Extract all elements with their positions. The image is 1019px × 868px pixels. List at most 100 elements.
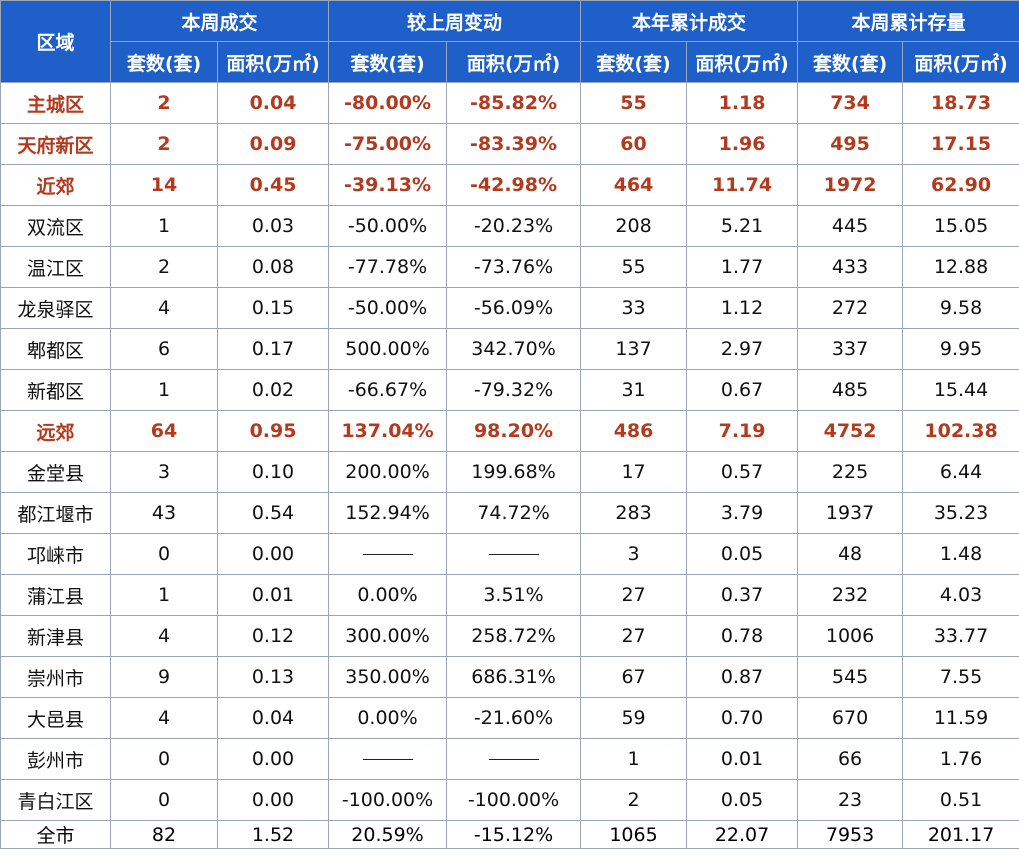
region-cell: 青白江区: [0, 779, 111, 821]
table-cell: 7.19: [686, 410, 799, 452]
group-header: 较上周变动: [328, 0, 582, 42]
table-cell: 485: [797, 369, 904, 411]
table-row: 金堂县 3 0.10 200.00% 199.68% 17 0.57 225 6.44: [0, 451, 1019, 493]
table-cell: 7.55: [902, 656, 1019, 698]
group-header: 本年累计成交: [580, 0, 799, 42]
table-cell: 55: [580, 246, 688, 288]
region-cell: 都江堰市: [0, 492, 111, 534]
table-cell: 3.79: [686, 492, 799, 534]
table-cell: 11.74: [686, 164, 799, 206]
table-cell: 495: [797, 123, 904, 165]
table-cell: 59: [580, 697, 688, 739]
table-cell: 686.31%: [446, 656, 582, 698]
table-cell: 48: [797, 533, 904, 575]
table-cell: 0.37: [686, 574, 799, 616]
table-cell: 18.73: [902, 82, 1019, 124]
sub-header: 面积(万㎡): [216, 41, 330, 83]
group-header: 本周累计存量: [797, 0, 1019, 42]
table-cell: 27: [580, 574, 688, 616]
table-cell: 62.90: [902, 164, 1019, 206]
table-cell: 31: [580, 369, 688, 411]
table-cell: 342.70%: [446, 328, 582, 370]
table-cell: -100.00%: [328, 779, 448, 821]
table-cell: 2: [580, 779, 688, 821]
region-header: 区域: [0, 0, 111, 83]
sub-header: 面积(万㎡): [686, 41, 799, 83]
region-cell: 大邑县: [0, 697, 111, 739]
table-row: 双流区 1 0.03 -50.00% -20.23% 208 5.21 445 15.05: [0, 205, 1019, 247]
table-cell: 0.17: [216, 328, 330, 370]
table-cell: 337: [797, 328, 904, 370]
table-cell: -15.12%: [446, 820, 582, 849]
table-cell: 0: [110, 533, 218, 575]
region-cell: 温江区: [0, 246, 111, 288]
group-header: 本周成交: [109, 0, 330, 42]
table-row: 都江堰市 43 0.54 152.94% 74.72% 283 3.79 1937 35.23: [0, 492, 1019, 534]
table-cell: 137: [580, 328, 688, 370]
region-cell: 龙泉驿区: [0, 287, 111, 329]
region-cell: 邛崃市: [0, 533, 111, 575]
table-row: 邛崃市 0 0.00 3 0.05 48 1.48: [0, 533, 1019, 575]
table-cell: -79.32%: [446, 369, 582, 411]
table-cell: -56.09%: [446, 287, 582, 329]
table-row: 大邑县 4 0.04 0.00% -21.60% 59 0.70 670 11.59: [0, 697, 1019, 739]
table-cell: 486: [580, 410, 688, 452]
table-cell: 33.77: [902, 615, 1019, 657]
table-cell: -20.23%: [446, 205, 582, 247]
table-cell: -100.00%: [446, 779, 582, 821]
table-row: 近郊 14 0.45 -39.13% -42.98% 464 11.74 1972 62.90: [0, 164, 1019, 206]
table-cell: 0.51: [902, 779, 1019, 821]
table-cell: 1: [110, 205, 218, 247]
table-row: 新都区 1 0.02 -66.67% -79.32% 31 0.67 485 15.44: [0, 369, 1019, 411]
region-cell: 新津县: [0, 615, 111, 657]
table-cell: 0.00%: [328, 697, 448, 739]
table-cell: 15.44: [902, 369, 1019, 411]
table-cell: 199.68%: [446, 451, 582, 493]
table-cell: 0.00: [216, 738, 330, 780]
region-cell: 新都区: [0, 369, 111, 411]
table-cell: 4752: [797, 410, 904, 452]
dash-mark: [488, 759, 539, 760]
table-cell: 0.04: [216, 82, 330, 124]
table-cell: 734: [797, 82, 904, 124]
table-row: 彭州市 0 0.00 1 0.01 66 1.76: [0, 738, 1019, 780]
table-cell: 0: [110, 738, 218, 780]
table-cell: 82: [110, 820, 218, 849]
table-cell: 0.00: [216, 533, 330, 575]
table-cell: 64: [110, 410, 218, 452]
table-cell: 0.00%: [328, 574, 448, 616]
table-cell: -83.39%: [446, 123, 582, 165]
dash-mark: [362, 759, 413, 760]
table-cell: 1: [110, 574, 218, 616]
table-cell: -39.13%: [328, 164, 448, 206]
table-cell: 208: [580, 205, 688, 247]
table-cell: 670: [797, 697, 904, 739]
table-cell: -73.76%: [446, 246, 582, 288]
table-cell: 1.76: [902, 738, 1019, 780]
total-row: 全市 82 1.52 20.59% -15.12% 1065 22.07 795…: [0, 820, 1019, 849]
table-cell: -50.00%: [328, 287, 448, 329]
table-cell: 137.04%: [328, 410, 448, 452]
table-row: 龙泉驿区 4 0.15 -50.00% -56.09% 33 1.12 272 9.58: [0, 287, 1019, 329]
table-cell: 4.03: [902, 574, 1019, 616]
table-cell: 0.78: [686, 615, 799, 657]
data-table: 区域 本周成交 较上周变动 本年累计成交 本周累计存量 套数(套) 面积(万㎡)…: [0, 0, 1019, 849]
table-cell: 0.12: [216, 615, 330, 657]
table-cell: 5.21: [686, 205, 799, 247]
table-cell: 67: [580, 656, 688, 698]
table-cell: [446, 533, 582, 575]
table-cell: [328, 738, 448, 780]
sub-header: 套数(套): [580, 41, 688, 83]
table-cell: 0.02: [216, 369, 330, 411]
table-row: 天府新区 2 0.09 -75.00% -83.39% 60 1.96 495 17.15: [0, 123, 1019, 165]
table-cell: 0.13: [216, 656, 330, 698]
table-cell: 2: [110, 246, 218, 288]
table-cell: 200.00%: [328, 451, 448, 493]
table-cell: 33: [580, 287, 688, 329]
table-cell: 102.38: [902, 410, 1019, 452]
table-cell: 12.88: [902, 246, 1019, 288]
table-cell: 98.20%: [446, 410, 582, 452]
table-cell: 0.15: [216, 287, 330, 329]
table-cell: 1.12: [686, 287, 799, 329]
table-cell: 3.51%: [446, 574, 582, 616]
